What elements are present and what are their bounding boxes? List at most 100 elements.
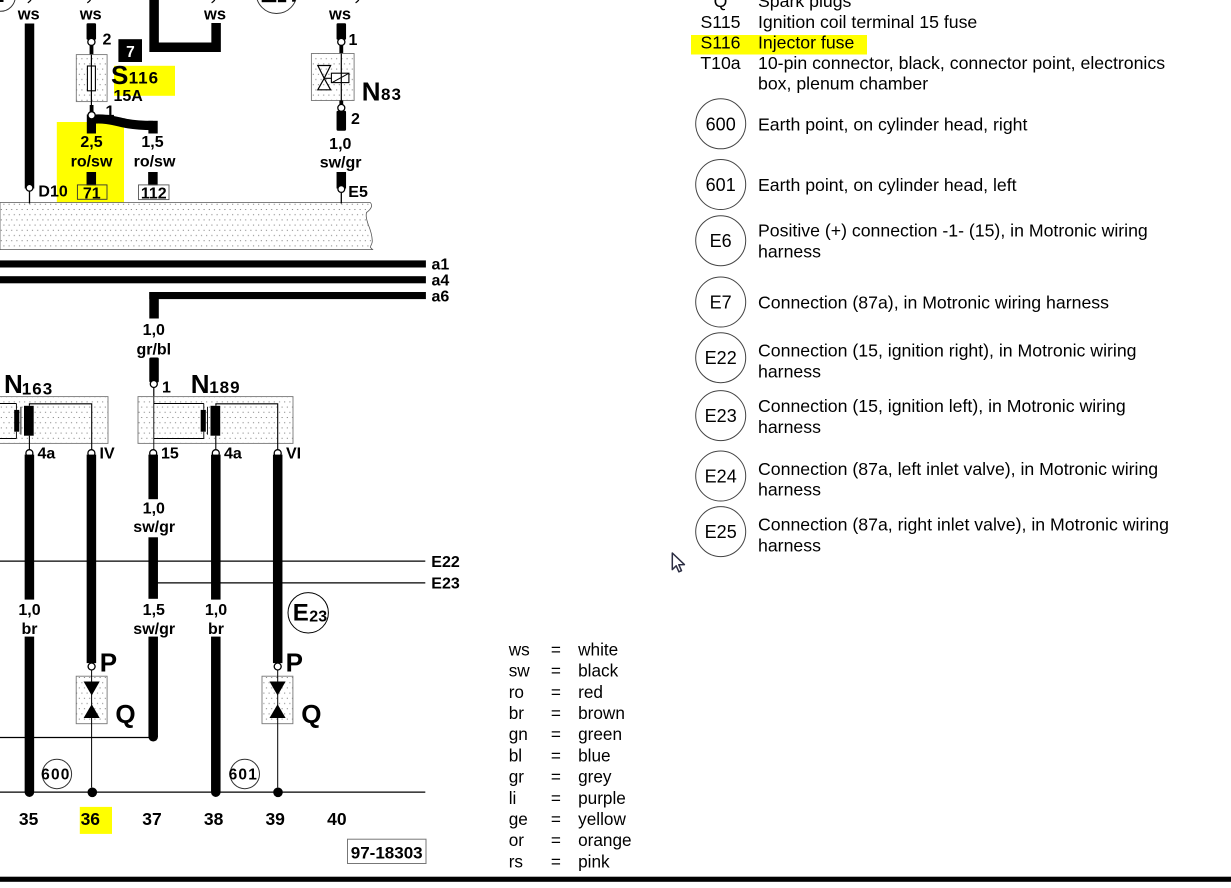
svg-text:br: br [208,621,224,638]
svg-text:163: 163 [22,380,53,399]
svg-text:harness: harness [758,417,821,437]
svg-text:1,5: 1,5 [141,134,163,151]
svg-text:a1: a1 [432,257,450,274]
svg-text:35: 35 [19,809,39,829]
svg-text:E25: E25 [705,522,737,542]
svg-text:E5: E5 [348,184,368,201]
svg-text:br: br [509,703,525,723]
svg-text:sw/gr: sw/gr [133,519,175,536]
svg-text:a6: a6 [432,288,450,305]
svg-text:ws: ws [328,6,351,24]
svg-text:112: 112 [141,185,167,202]
svg-text:2: 2 [351,111,360,128]
svg-text:=: = [551,851,561,871]
svg-text:=: = [551,639,561,659]
svg-text:=: = [551,661,561,681]
svg-text:N: N [362,77,381,107]
svg-text:Positive (+) connection -1- (1: Positive (+) connection -1- (15), in Mot… [758,221,1148,241]
svg-text:E22: E22 [431,554,460,571]
svg-text:ro/sw: ro/sw [71,154,113,171]
svg-text:VI: VI [286,445,301,462]
svg-text:600: 600 [41,767,70,784]
svg-text:Connection (15, ignition right: Connection (15, ignition right), in Motr… [758,341,1137,361]
svg-text:ro: ro [509,682,524,702]
svg-text:ge: ge [509,809,528,829]
svg-text:39: 39 [265,809,285,829]
svg-text:S115: S115 [701,12,741,32]
svg-text:Earth point, on cylinder head,: Earth point, on cylinder head, left [758,175,1017,195]
svg-text:IV: IV [100,445,115,462]
svg-text:green: green [578,724,622,744]
svg-text:li: li [509,788,517,808]
svg-text:7: 7 [126,44,135,61]
svg-text:1,0: 1,0 [329,136,351,153]
svg-text:white: white [577,639,618,659]
svg-text:1,0: 1,0 [143,501,165,518]
svg-text:4a: 4a [224,445,242,462]
svg-text:N: N [191,369,210,399]
svg-text:Q: Q [301,699,321,729]
svg-text:rs: rs [509,851,523,871]
svg-text:Injector fuse: Injector fuse [758,33,855,53]
svg-text:E23: E23 [705,406,737,426]
svg-text:br: br [22,621,38,638]
svg-text:or: or [509,830,525,850]
svg-text:=: = [551,745,561,765]
svg-text:sw/gr: sw/gr [133,621,175,638]
svg-text:1: 1 [162,380,171,397]
svg-text:1,0: 1,0 [205,602,227,619]
svg-text:=: = [551,809,561,829]
svg-text:sw: sw [509,661,531,681]
svg-text:harness: harness [758,361,821,381]
svg-text:Q: Q [115,699,135,729]
svg-text:=: = [551,724,561,744]
svg-text:23: 23 [309,608,327,625]
svg-text:a4: a4 [432,273,450,290]
svg-text:1,5: 1,5 [143,602,165,619]
svg-text:ws: ws [203,6,226,24]
svg-text:orange: orange [578,830,632,850]
svg-text:ws: ws [508,639,530,659]
svg-text:sw/gr: sw/gr [320,154,362,171]
svg-text:1,0: 1,0 [18,602,40,619]
svg-text:=: = [551,767,561,787]
svg-text:harness: harness [758,241,821,261]
svg-text:E24: E24 [705,467,737,487]
svg-text:E6: E6 [710,231,732,251]
svg-text:=: = [551,830,561,850]
svg-text:Q: Q [714,0,728,11]
svg-text:=: = [551,682,561,702]
svg-text:grey: grey [578,767,612,787]
svg-text:Connection (15, ignition left): Connection (15, ignition left), in Motro… [758,396,1126,416]
svg-text:40: 40 [327,809,347,829]
svg-text:E22: E22 [705,348,737,368]
svg-text:E23: E23 [431,576,460,593]
svg-text:1: 1 [106,104,115,121]
svg-text:Earth point, on cylinder head,: Earth point, on cylinder head, right [758,114,1027,134]
svg-text:83: 83 [381,85,402,104]
svg-text:=: = [551,703,561,723]
svg-text:Ignition coil terminal 15 fuse: Ignition coil terminal 15 fuse [758,12,977,32]
svg-text:N: N [4,369,23,399]
svg-text:1,0: 1,0 [143,322,165,339]
svg-text:harness: harness [758,480,821,500]
svg-text:blue: blue [578,745,611,765]
svg-text:600: 600 [706,114,736,134]
svg-text:P: P [100,648,117,678]
svg-text:2,5: 2,5 [80,134,102,151]
svg-text:ws: ws [79,6,102,24]
svg-text:37: 37 [142,809,161,829]
svg-text:71: 71 [83,185,101,202]
svg-text:gr: gr [509,767,525,787]
svg-text:=: = [551,788,561,808]
svg-text:Spark plugs: Spark plugs [758,0,852,11]
svg-text:601: 601 [706,175,736,195]
svg-text:116: 116 [129,69,159,88]
svg-text:D10: D10 [38,183,67,200]
svg-text:ws: ws [17,6,40,24]
svg-text:P: P [286,648,303,678]
svg-text:97-18303: 97-18303 [351,844,423,863]
svg-text:E: E [293,600,309,627]
svg-text:Connection (87a, left inlet va: Connection (87a, left inlet valve), in M… [758,459,1158,479]
svg-text:gr/bl: gr/bl [136,341,171,358]
